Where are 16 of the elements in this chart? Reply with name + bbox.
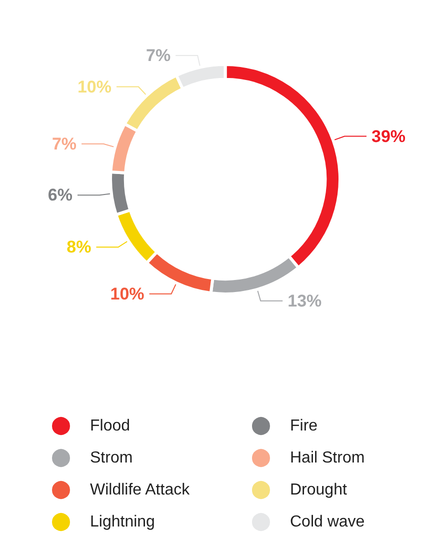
legend-label: Drought: [290, 482, 348, 498]
legend-label: Strom: [90, 450, 133, 466]
data-label: 8%: [66, 238, 92, 257]
data-label: 39%: [372, 126, 406, 146]
data-label: 13%: [288, 291, 322, 310]
data-label: 10%: [77, 77, 112, 96]
legend-label: Hail Strom: [290, 450, 365, 466]
legend-label: Fire: [290, 418, 318, 434]
data-label: 10%: [110, 284, 144, 304]
data-label: 6%: [48, 186, 72, 205]
legend-label: Flood: [90, 418, 130, 434]
data-label: 7%: [52, 134, 77, 154]
legend-label: Wildlife Attack: [90, 482, 191, 498]
legend-label: Lightning: [90, 514, 155, 530]
legend-label: Cold wave: [290, 514, 365, 530]
data-label: 7%: [146, 46, 171, 66]
